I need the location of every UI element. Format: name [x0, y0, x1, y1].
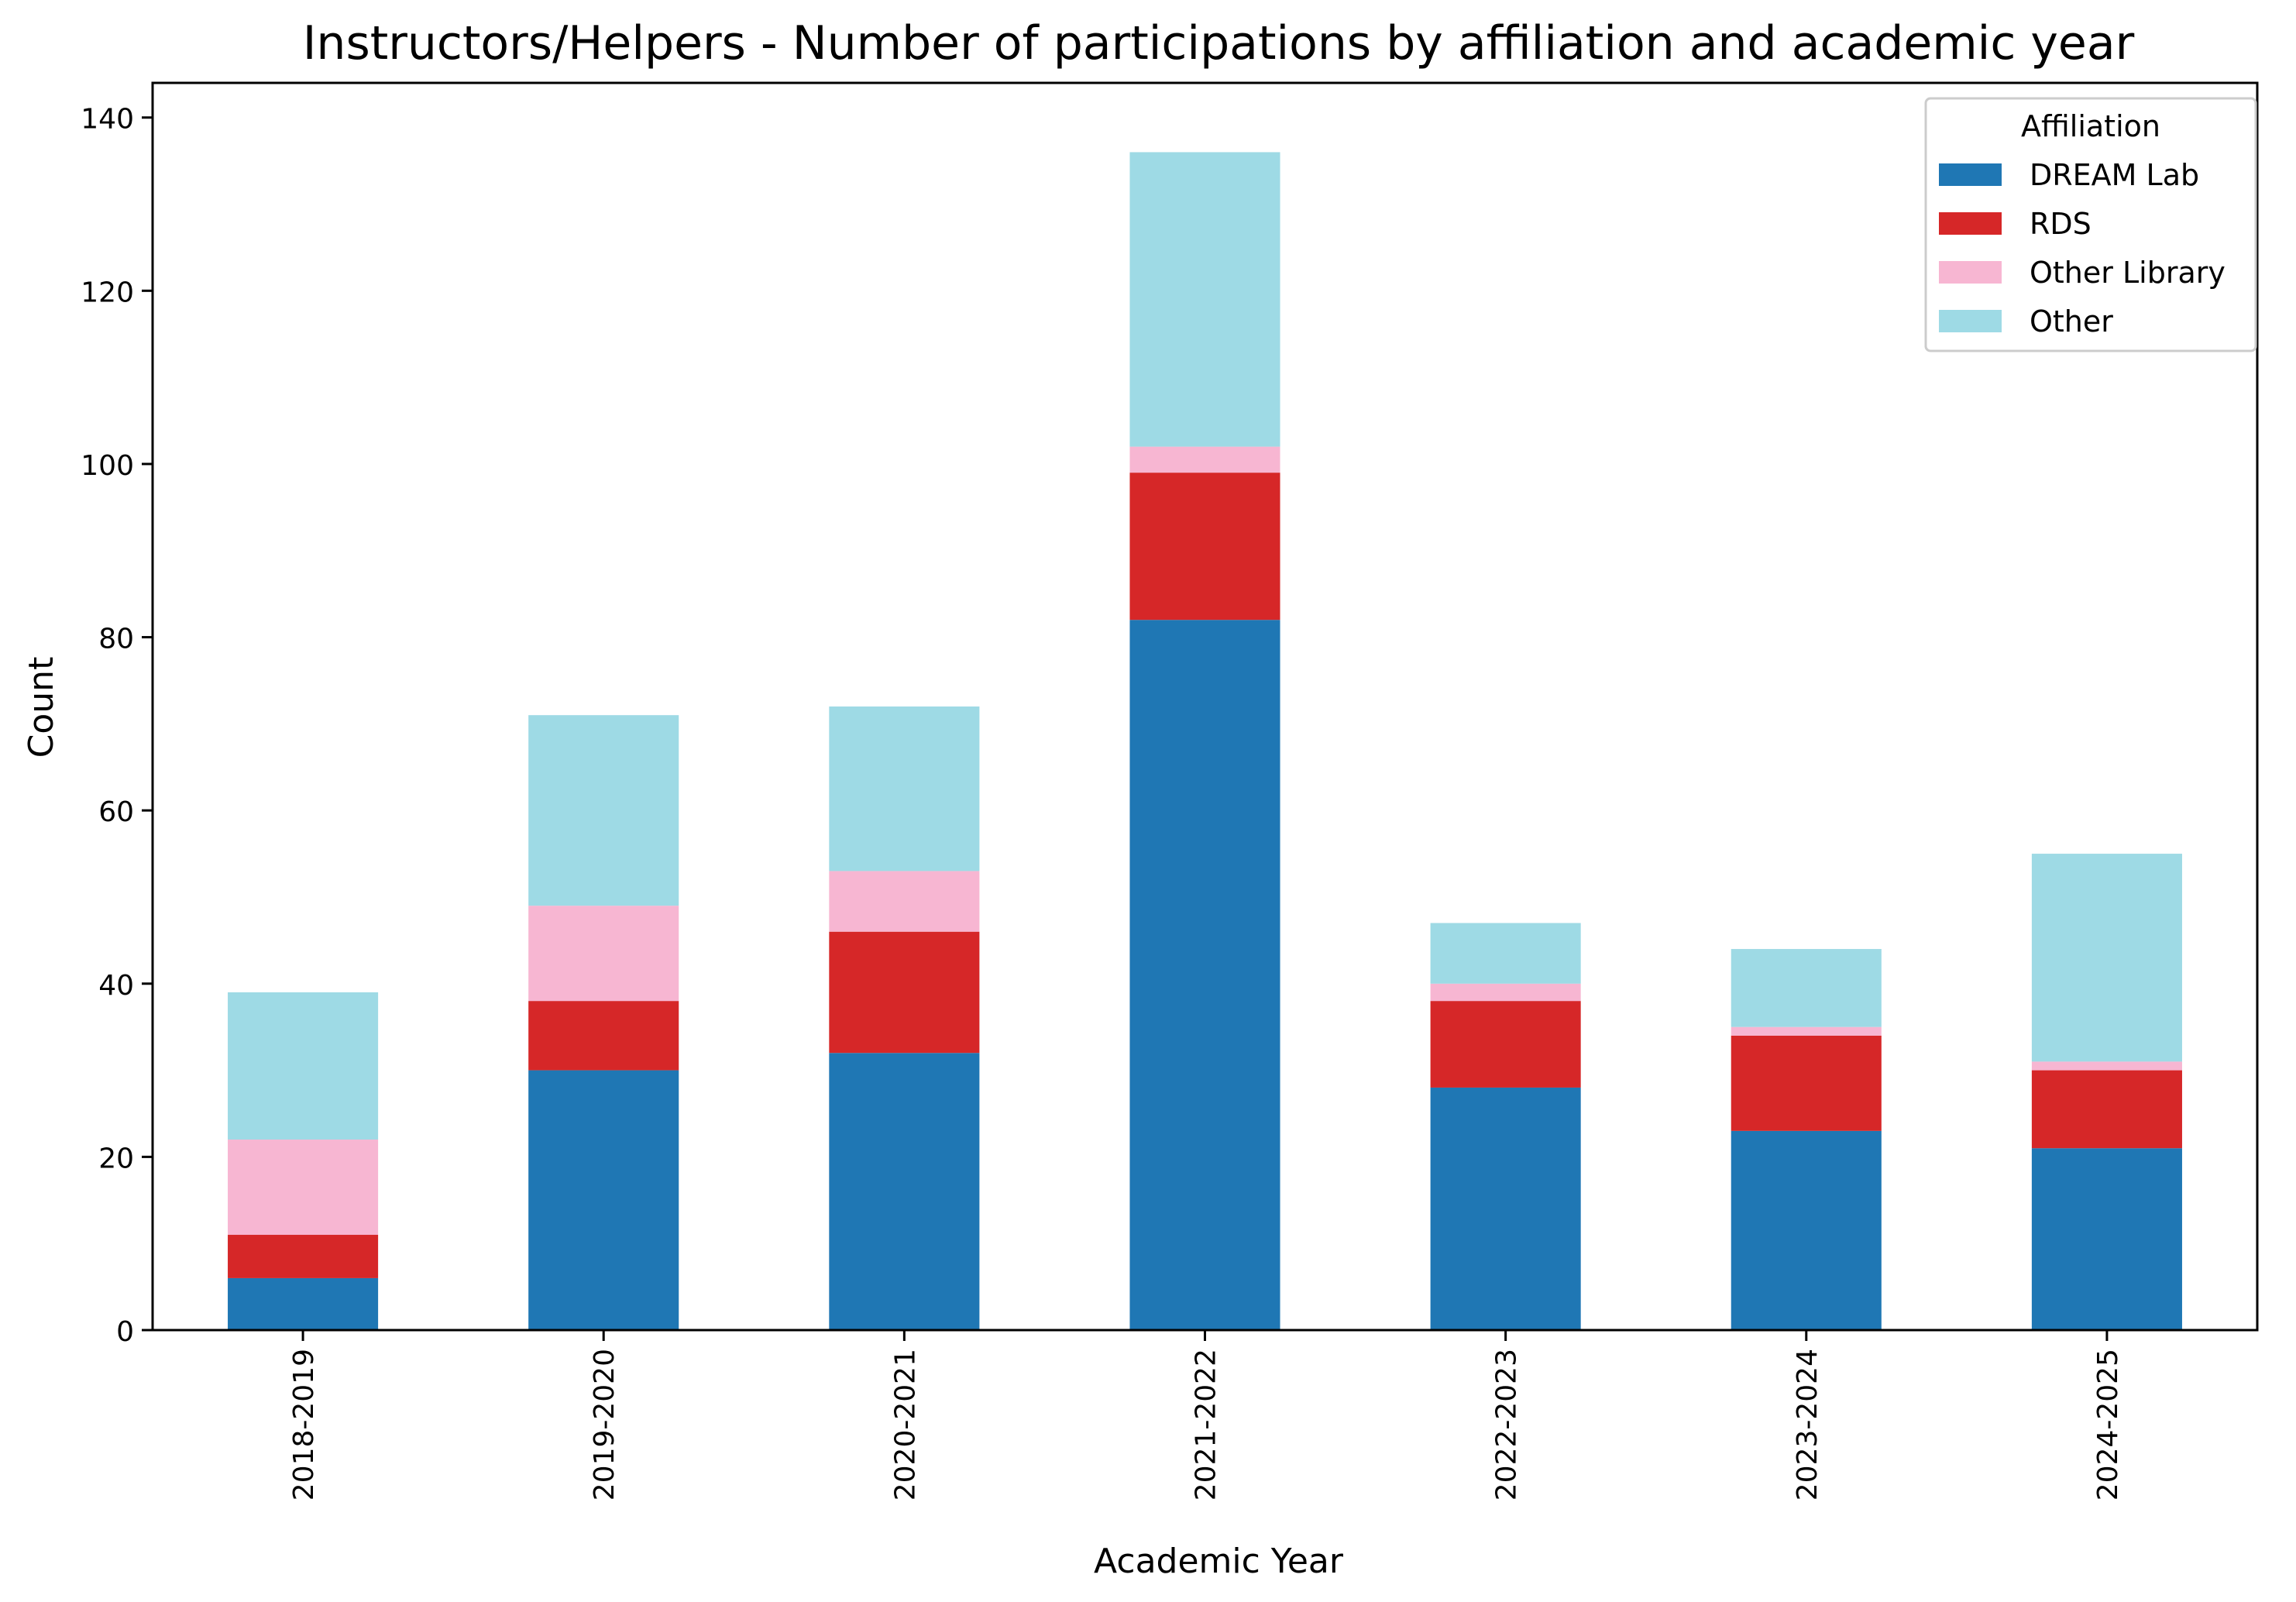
x-tick-label: 2021-2022	[1191, 1349, 1222, 1501]
bar-other-library-2024-2025	[2031, 1061, 2182, 1071]
y-tick-label: 140	[81, 104, 134, 136]
bar-rds-2024-2025	[2031, 1070, 2182, 1149]
legend-swatch-other-library	[1939, 261, 2002, 284]
bar-other-library-2023-2024	[1731, 1026, 1882, 1036]
bar-other-2021-2022	[1129, 152, 1280, 447]
legend: Affiliation DREAM Lab RDS Other Library Othe…	[1924, 97, 2257, 352]
bar-rds-2023-2024	[1731, 1035, 1882, 1131]
bar-rds-2019-2020	[528, 1001, 679, 1071]
bar-other-2018-2019	[228, 992, 379, 1140]
x-tick-label: 2024-2025	[2092, 1349, 2124, 1501]
y-tick-label: 100	[81, 450, 134, 482]
bar-rds-2022-2023	[1430, 1001, 1581, 1088]
bar-other-library-2018-2019	[228, 1140, 379, 1236]
bar-other-library-2021-2022	[1129, 446, 1280, 473]
y-tick-label: 120	[81, 277, 134, 308]
legend-swatch-other	[1939, 310, 2002, 332]
bar-other-2019-2020	[528, 715, 679, 906]
x-axis: 2018-2019 2019-2020 2020-2021 2021-2022 2022…	[288, 1330, 2124, 1501]
y-tick-label: 0	[116, 1316, 134, 1348]
legend-box	[1924, 97, 2257, 352]
y-tick-label: 80	[98, 624, 134, 655]
bar-other-library-2022-2023	[1430, 983, 1581, 1002]
x-tick-label: 2019-2020	[589, 1349, 620, 1501]
y-tick-label: 40	[98, 970, 134, 1002]
bar-other-library-2019-2020	[528, 906, 679, 1002]
bar-other-2022-2023	[1430, 923, 1581, 984]
bar-dream-lab-2022-2023	[1430, 1087, 1581, 1330]
bar-other-2020-2021	[829, 706, 980, 871]
x-tick-label: 2022-2023	[1491, 1349, 1523, 1501]
legend-label: Other	[2030, 304, 2113, 339]
y-axis-label: Count	[22, 657, 61, 758]
x-tick-label: 2018-2019	[288, 1349, 320, 1501]
bar-rds-2020-2021	[829, 931, 980, 1054]
bar-dream-lab-2019-2020	[528, 1070, 679, 1330]
bar-rds-2021-2022	[1129, 473, 1280, 621]
x-axis-label: Academic Year	[1094, 1542, 1344, 1581]
chart-title: Instructors/Helpers - Number of particip…	[303, 16, 2135, 70]
bars-group	[228, 152, 2182, 1330]
bar-dream-lab-2018-2019	[228, 1277, 379, 1330]
y-axis: 0 20 40 60 80 100 120 140	[81, 104, 153, 1348]
legend-swatch-rds	[1939, 212, 2002, 235]
bar-other-2023-2024	[1731, 949, 1882, 1027]
bar-other-2024-2025	[2031, 854, 2182, 1062]
bar-dream-lab-2023-2024	[1731, 1130, 1882, 1330]
legend-swatch-dream-lab	[1939, 163, 2002, 186]
bar-dream-lab-2021-2022	[1129, 620, 1280, 1330]
bar-dream-lab-2020-2021	[829, 1053, 980, 1330]
legend-label: DREAM Lab	[2030, 158, 2199, 192]
legend-label: Other Library	[2030, 256, 2226, 290]
y-tick-label: 20	[98, 1143, 134, 1174]
bar-rds-2018-2019	[228, 1235, 379, 1278]
bar-dream-lab-2024-2025	[2031, 1148, 2182, 1330]
legend-label: RDS	[2030, 207, 2091, 241]
bar-other-library-2020-2021	[829, 871, 980, 932]
x-tick-label: 2020-2021	[889, 1349, 921, 1501]
y-tick-label: 60	[98, 796, 134, 828]
legend-title: Affiliation	[2021, 109, 2160, 143]
x-tick-label: 2023-2024	[1792, 1349, 1823, 1501]
